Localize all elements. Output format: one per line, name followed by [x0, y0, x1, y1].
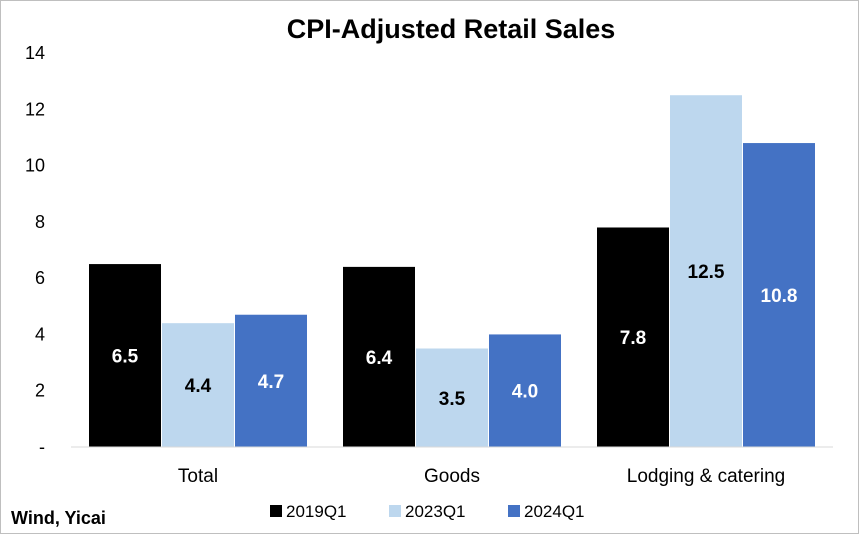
legend-swatch — [389, 505, 401, 517]
data-label: 7.8 — [620, 328, 646, 349]
bar — [597, 227, 669, 447]
y-tick-label: 10 — [25, 156, 45, 176]
legend-swatch — [270, 505, 282, 517]
y-tick-label: 12 — [25, 99, 45, 119]
source-note: Wind, Yicai — [11, 508, 106, 528]
bar — [670, 95, 742, 447]
legend-label: 2023Q1 — [405, 502, 466, 521]
data-label: 12.5 — [688, 262, 725, 283]
bar — [235, 314, 307, 447]
data-label: 4.7 — [258, 372, 284, 393]
x-category-label: Total — [178, 466, 218, 487]
data-label: 6.4 — [366, 348, 393, 369]
x-axis-categories: Total Goods Lodging & catering — [178, 466, 785, 487]
y-tick-label: 8 — [35, 212, 45, 232]
bar — [489, 334, 561, 447]
bar — [343, 266, 415, 447]
data-label: 3.5 — [439, 389, 466, 410]
data-label: 4.4 — [185, 376, 212, 397]
y-tick-label: 2 — [35, 381, 45, 401]
y-axis: - 2 4 6 8 10 12 14 — [25, 43, 45, 457]
legend: 2019Q1 2023Q1 2024Q1 — [270, 502, 585, 521]
y-tick-label: 14 — [25, 43, 45, 63]
bar — [162, 323, 234, 447]
legend-label: 2024Q1 — [524, 502, 585, 521]
y-tick-label: 6 — [35, 268, 45, 288]
bars-group: 6.5 4.4 4.7 6.4 3.5 4.0 7.8 12.5 10.8 — [89, 95, 815, 448]
legend-swatch — [508, 505, 520, 517]
legend-label: 2019Q1 — [286, 502, 347, 521]
data-label: 6.5 — [112, 347, 139, 368]
bar — [89, 264, 161, 447]
bar — [743, 143, 815, 448]
bar — [416, 348, 488, 447]
data-label: 4.0 — [512, 382, 538, 403]
x-category-label: Lodging & catering — [627, 466, 785, 487]
data-label: 10.8 — [761, 286, 798, 307]
chart-title: CPI-Adjusted Retail Sales — [287, 14, 616, 44]
y-tick-label: 4 — [35, 324, 45, 344]
y-tick-label: - — [39, 437, 45, 457]
x-category-label: Goods — [424, 466, 480, 487]
